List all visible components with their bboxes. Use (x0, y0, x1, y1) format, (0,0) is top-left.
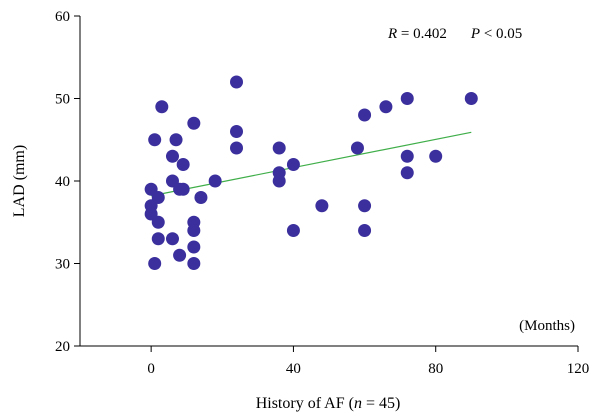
y-tick-label: 30 (55, 257, 70, 273)
data-point (379, 100, 393, 114)
data-point (400, 166, 414, 180)
data-point (358, 199, 372, 213)
x-tick-label: 120 (567, 361, 590, 377)
r-value: = 0.402 (397, 26, 447, 42)
x-unit-note: (Months) (519, 318, 575, 334)
data-point (187, 240, 201, 254)
y-tick-label: 60 (55, 9, 70, 25)
y-axis-ticks: 20 30 40 50 60 (55, 9, 80, 355)
x-tick-label: 40 (286, 361, 301, 377)
data-point (194, 191, 208, 204)
data-point (230, 125, 244, 138)
data-point (358, 108, 372, 122)
data-point (208, 174, 222, 188)
data-point (187, 224, 201, 237)
data-point (155, 100, 169, 114)
y-tick-label: 50 (55, 92, 70, 108)
data-point (151, 232, 165, 246)
data-point (165, 149, 179, 163)
data-point (148, 257, 162, 270)
data-point (464, 92, 478, 105)
r-symbol: R (387, 26, 397, 42)
data-point (230, 75, 244, 89)
x-tick-label: 0 (147, 361, 155, 377)
data-point (272, 174, 286, 188)
data-points (144, 75, 478, 270)
x-axis-title: History of AF (n = 45) (256, 395, 401, 412)
data-point (187, 257, 201, 270)
data-point (272, 141, 286, 155)
x-axis-title-part-3: = 45) (362, 395, 400, 412)
p-value: < 0.05 (480, 26, 522, 42)
x-axis-title-n: n (354, 395, 362, 412)
data-point (286, 158, 300, 171)
data-point (429, 149, 443, 163)
data-point (151, 191, 165, 204)
x-axis-ticks: 0 40 80 120 (147, 346, 589, 377)
y-tick-label: 40 (55, 174, 70, 190)
data-point (151, 215, 165, 229)
correlation-annotation: R = 0.402 P < 0.05 (387, 26, 522, 42)
data-point (176, 158, 190, 171)
data-point (148, 133, 162, 147)
data-point (400, 92, 414, 105)
data-point (286, 224, 300, 237)
data-point (169, 133, 183, 147)
data-point (315, 199, 329, 213)
data-point (358, 224, 372, 237)
data-point (400, 149, 414, 163)
y-tick-label: 20 (55, 339, 70, 355)
data-point (187, 116, 201, 130)
y-axis-title: LAD (mm) (11, 145, 28, 217)
data-point (173, 248, 187, 262)
data-point (165, 232, 179, 246)
x-axis-title-part-1: History of AF ( (256, 395, 354, 412)
data-point (350, 141, 364, 155)
x-tick-label: 80 (428, 361, 443, 377)
data-point (230, 141, 244, 155)
p-symbol: P (470, 26, 480, 42)
trend-line (151, 131, 472, 197)
data-point (176, 182, 190, 196)
